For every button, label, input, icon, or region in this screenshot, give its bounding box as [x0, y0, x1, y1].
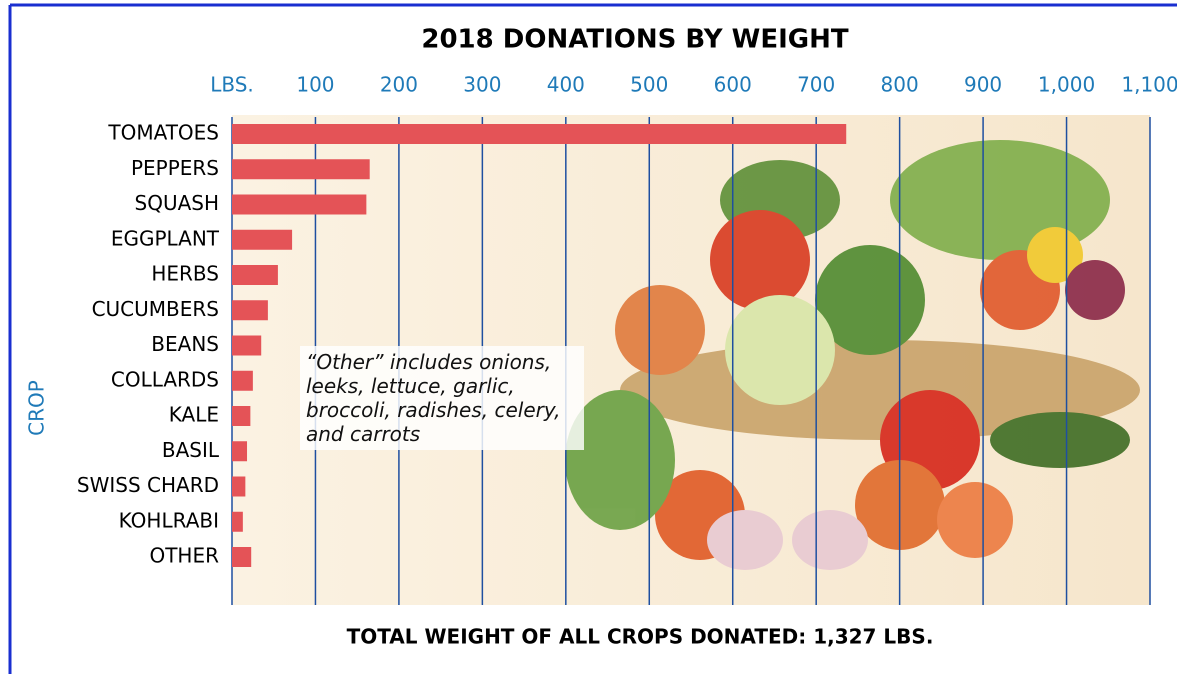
- x-tick-label: 800: [881, 73, 919, 97]
- x-tick-label: 1,100: [1121, 73, 1177, 97]
- x-tick-label: 500: [630, 73, 668, 97]
- bar: [232, 336, 261, 356]
- y-axis-label: CROP: [25, 380, 49, 436]
- y-tick-label: CUCUMBERS: [92, 297, 219, 321]
- x-axis-label: TOTAL WEIGHT OF ALL CROPS DONATED: 1,327…: [347, 625, 934, 649]
- y-tick-label: KALE: [169, 403, 219, 427]
- x-tick-label: 200: [380, 73, 418, 97]
- x-tick-label: LBS.: [210, 73, 254, 97]
- x-tick-label: 700: [797, 73, 835, 97]
- y-tick-label: BEANS: [151, 332, 219, 356]
- y-tick-label: EGGPLANT: [111, 226, 220, 250]
- bar: [232, 195, 366, 215]
- y-tick-label: HERBS: [151, 262, 219, 286]
- annotation: “Other” includes onions, leeks, lettuce,…: [300, 346, 584, 450]
- bar: [232, 371, 253, 391]
- x-tick-label: 900: [964, 73, 1002, 97]
- x-tick-label: 100: [296, 73, 334, 97]
- bar: [232, 477, 245, 497]
- x-tick-label: 600: [714, 73, 752, 97]
- bar: [232, 124, 846, 144]
- y-tick-label: BASIL: [162, 438, 220, 462]
- chart: 2018 DONATIONS BY WEIGHT CROP TOTAL WEIG…: [0, 0, 1177, 674]
- x-tick-label: 1,000: [1038, 73, 1095, 97]
- y-tick-label: SWISS CHARD: [77, 473, 219, 497]
- page: {"chart_data": {"type": "bar", "orientat…: [0, 0, 1177, 674]
- bar: [232, 406, 250, 426]
- bar: [232, 230, 292, 250]
- bar: [232, 265, 278, 285]
- bar: [232, 441, 247, 461]
- chart-title: 2018 DONATIONS BY WEIGHT: [421, 25, 849, 55]
- y-tick-label: PEPPERS: [131, 156, 219, 180]
- y-tick-label: OTHER: [149, 544, 219, 568]
- y-tick-label: TOMATOES: [107, 121, 219, 145]
- y-tick-label: SQUASH: [135, 191, 220, 215]
- bar: [232, 300, 268, 320]
- y-tick-label: KOHLRABI: [119, 508, 219, 532]
- x-tick-label: 400: [547, 73, 585, 97]
- y-tick-label: COLLARDS: [111, 367, 219, 391]
- bar: [232, 159, 370, 179]
- bar: [232, 512, 243, 532]
- x-tick-label: 300: [463, 73, 501, 97]
- bar: [232, 547, 251, 567]
